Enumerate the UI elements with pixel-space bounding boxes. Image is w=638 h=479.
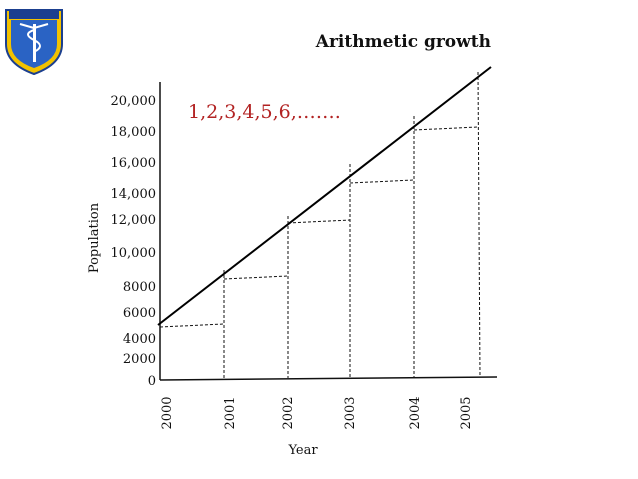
dashed-guide [477, 71, 481, 378]
dashed-guide [413, 126, 479, 131]
y-tick-label: 14,000 [111, 187, 157, 202]
x-tick-label: 2001 [223, 396, 238, 429]
y-tick-label: 20,000 [111, 94, 157, 109]
y-tick-label: 4000 [123, 332, 156, 347]
x-tick-label: 2002 [281, 396, 296, 429]
y-tick-label: 6000 [123, 306, 156, 321]
x-tick-label: 2000 [160, 396, 175, 429]
y-tick-label: 8000 [123, 280, 156, 295]
x-tick-label: 2004 [408, 396, 423, 429]
dashed-guides [159, 71, 481, 379]
dashed-guide [349, 179, 415, 184]
x-tick-label: 2005 [459, 396, 474, 429]
y-tick-label: 16,000 [111, 156, 157, 171]
x-axis [159, 376, 498, 381]
dashed-guide [159, 323, 225, 328]
x-tick-label: 2003 [343, 396, 358, 429]
y-axis-label: Population [87, 202, 102, 273]
y-tick-label: 18,000 [111, 125, 157, 140]
x-tick-labels: 2000 2001 2002 2003 2004 2005 [160, 396, 474, 429]
y-tick-label: 2000 [123, 352, 156, 367]
chart-title: Arithmetic growth [315, 32, 491, 52]
sequence-annotation: 1,2,3,4,5,6,……. [188, 101, 341, 123]
dashed-guide [223, 275, 289, 280]
y-tick-labels: 0 2000 4000 6000 8000 10,000 12,000 14,000 16,00… [111, 94, 157, 389]
dashed-guide [287, 219, 351, 224]
growth-line [157, 66, 492, 326]
x-axis-label: Year [287, 443, 318, 458]
logo-emblem [5, 9, 63, 76]
y-tick-label: 12,000 [111, 213, 157, 228]
y-tick-label: 10,000 [111, 246, 157, 261]
y-tick-label: 0 [148, 374, 156, 389]
